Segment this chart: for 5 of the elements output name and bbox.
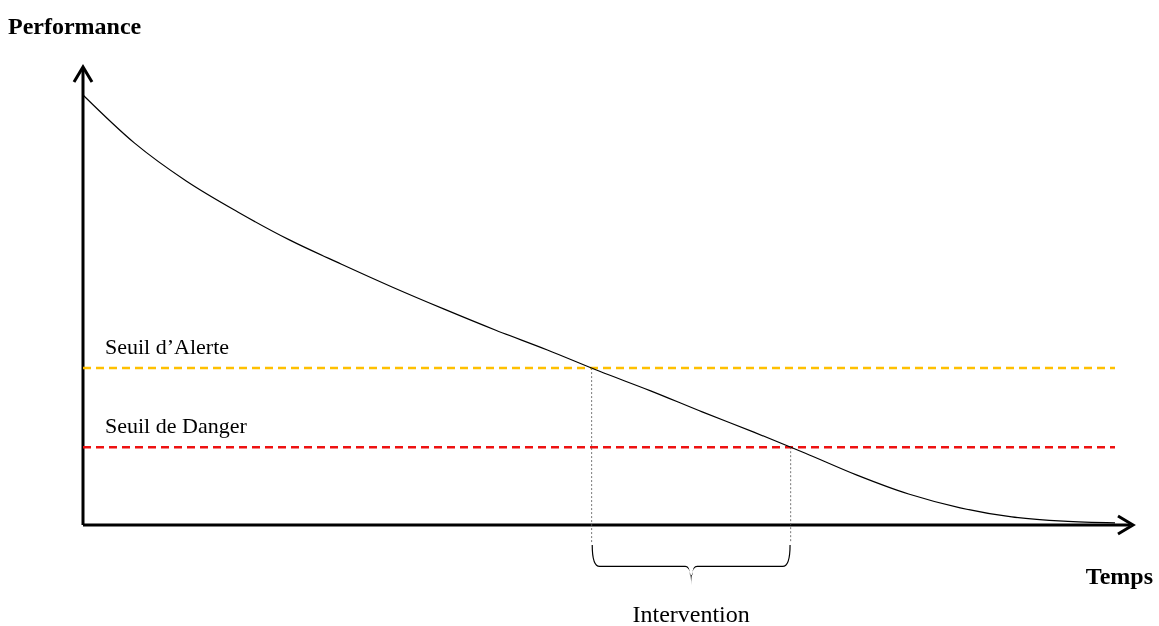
text: Intervention <box>632 601 750 626</box>
ref-line-label: Seuil d’Alerte <box>105 334 230 360</box>
x-axis-title: Temps <box>1085 563 1153 589</box>
y-axis-title: Performance <box>8 13 142 39</box>
ref-line-label: Seuil de Danger <box>105 413 248 439</box>
